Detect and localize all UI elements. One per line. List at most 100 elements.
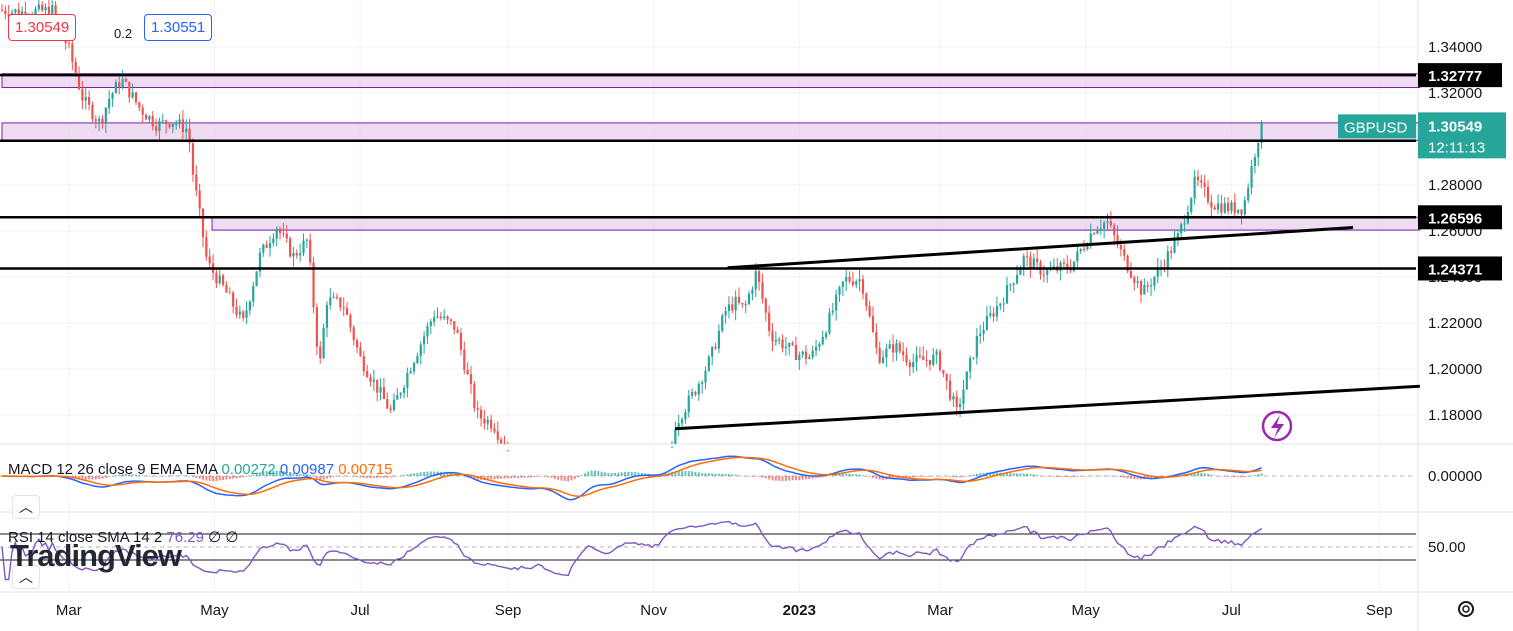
candle-body — [17, 9, 20, 16]
candle-body — [684, 412, 687, 420]
candle-body — [918, 355, 921, 357]
level-tag — [1418, 256, 1502, 281]
candle-body — [77, 74, 81, 90]
macd-histogram-bar — [372, 476, 375, 478]
macd-histogram-bar — [614, 472, 617, 476]
macd-histogram-bar — [604, 472, 606, 476]
macd-histogram-bar — [781, 476, 784, 482]
candle-body — [1002, 303, 1005, 305]
macd-histogram-bar — [423, 471, 426, 476]
macd-histogram-bar — [1126, 476, 1129, 479]
macd-histogram-bar — [851, 473, 854, 476]
candle-body — [922, 356, 925, 360]
macd-histogram-bar — [121, 474, 124, 476]
candle-body — [178, 119, 181, 125]
candle-body — [912, 362, 915, 368]
candle-body — [124, 78, 128, 82]
macd-histogram-bar — [704, 473, 707, 476]
collapse-macd-button[interactable]: ︿ — [12, 495, 40, 519]
macd-histogram-bar — [409, 473, 412, 476]
candle-body — [191, 143, 195, 175]
macd-histogram-bar — [473, 476, 476, 480]
candle-body — [955, 396, 958, 407]
candle-body — [1126, 255, 1129, 272]
macd-histogram-bar — [1039, 475, 1042, 477]
macd-histogram-bar — [560, 476, 563, 481]
candle-body — [808, 357, 811, 359]
macd-histogram-bar — [801, 476, 804, 480]
candle-body — [433, 317, 436, 322]
macd-histogram-bar — [151, 476, 154, 477]
candle-body — [1136, 281, 1139, 283]
signal-line — [2, 456, 1262, 498]
candle-body — [848, 276, 851, 282]
macd-histogram-bar — [500, 476, 503, 479]
macd-histogram-bar — [808, 476, 811, 480]
macd-histogram-bar — [503, 476, 506, 479]
macd-histogram-bar — [416, 472, 419, 476]
macd-histogram-bar — [269, 470, 271, 476]
candle-body — [965, 371, 968, 390]
candle-body — [878, 347, 881, 363]
macd-histogram-bar — [369, 476, 372, 479]
candle-body — [697, 383, 700, 395]
candle-body — [41, 4, 44, 11]
candle-body — [1076, 251, 1079, 262]
candle-body — [151, 116, 154, 127]
candle-body — [791, 342, 794, 345]
candle-body — [1062, 262, 1066, 264]
candle-body — [292, 252, 295, 257]
ask-price-box[interactable]: 1.30551 — [144, 14, 213, 41]
candle-body — [747, 293, 751, 304]
macd-histogram-bar — [339, 476, 342, 477]
macd-histogram-bar — [701, 472, 704, 476]
macd-histogram-bar — [1052, 476, 1055, 477]
candle-body — [195, 174, 198, 191]
candle-body — [459, 332, 463, 350]
macd-histogram-bar — [841, 473, 844, 476]
candle-body — [416, 356, 419, 364]
level-tag-label: 1.32777 — [1428, 68, 1482, 85]
candle-body — [134, 92, 138, 103]
candle-body — [1180, 224, 1183, 234]
candle-body — [1012, 283, 1015, 285]
candle-body — [389, 408, 392, 411]
macd-histogram-bar — [992, 472, 995, 476]
candle-body — [1206, 187, 1210, 202]
macd-histogram-bar — [1213, 475, 1216, 477]
candle-body — [1237, 209, 1240, 213]
settings-gear-icon[interactable] — [1458, 601, 1474, 617]
macd-histogram-bar — [1247, 476, 1250, 477]
candle-body — [483, 418, 486, 424]
macd-histogram-bar — [292, 473, 295, 476]
candle-body — [496, 431, 499, 440]
time-tick-label: Sep — [1366, 602, 1393, 619]
candle-body — [1093, 233, 1096, 235]
bid-price-box[interactable]: 1.30549 — [8, 14, 77, 41]
macd-histogram-bar — [1223, 476, 1226, 477]
collapse-rsi-button[interactable]: ︿ — [12, 565, 40, 589]
macd-histogram-bar — [811, 476, 814, 479]
macd-histogram-bar — [788, 476, 791, 481]
macd-histogram-bar — [955, 476, 958, 478]
macd-histogram-bar — [459, 475, 462, 477]
candle-body — [885, 348, 888, 358]
macd-histogram-bar — [1109, 475, 1112, 477]
macd-histogram-bar — [1099, 475, 1102, 477]
macd-histogram-bar — [1103, 475, 1106, 477]
lightning-icon[interactable] — [1261, 410, 1293, 442]
candle-body — [175, 124, 178, 126]
macd-histogram-bar — [674, 471, 677, 476]
macd-histogram-bar — [831, 475, 834, 476]
candle-body — [439, 316, 442, 319]
candle-body — [91, 104, 94, 120]
macd-histogram-bar — [325, 476, 328, 479]
candle-body — [1103, 222, 1106, 229]
macd-histogram-bar — [413, 473, 416, 476]
macd-histogram-bar — [91, 476, 94, 480]
macd-histogram-bar — [272, 470, 275, 476]
candle-body — [1066, 263, 1069, 269]
macd-histogram-bar — [396, 476, 399, 477]
macd-histogram-bar — [490, 476, 493, 480]
